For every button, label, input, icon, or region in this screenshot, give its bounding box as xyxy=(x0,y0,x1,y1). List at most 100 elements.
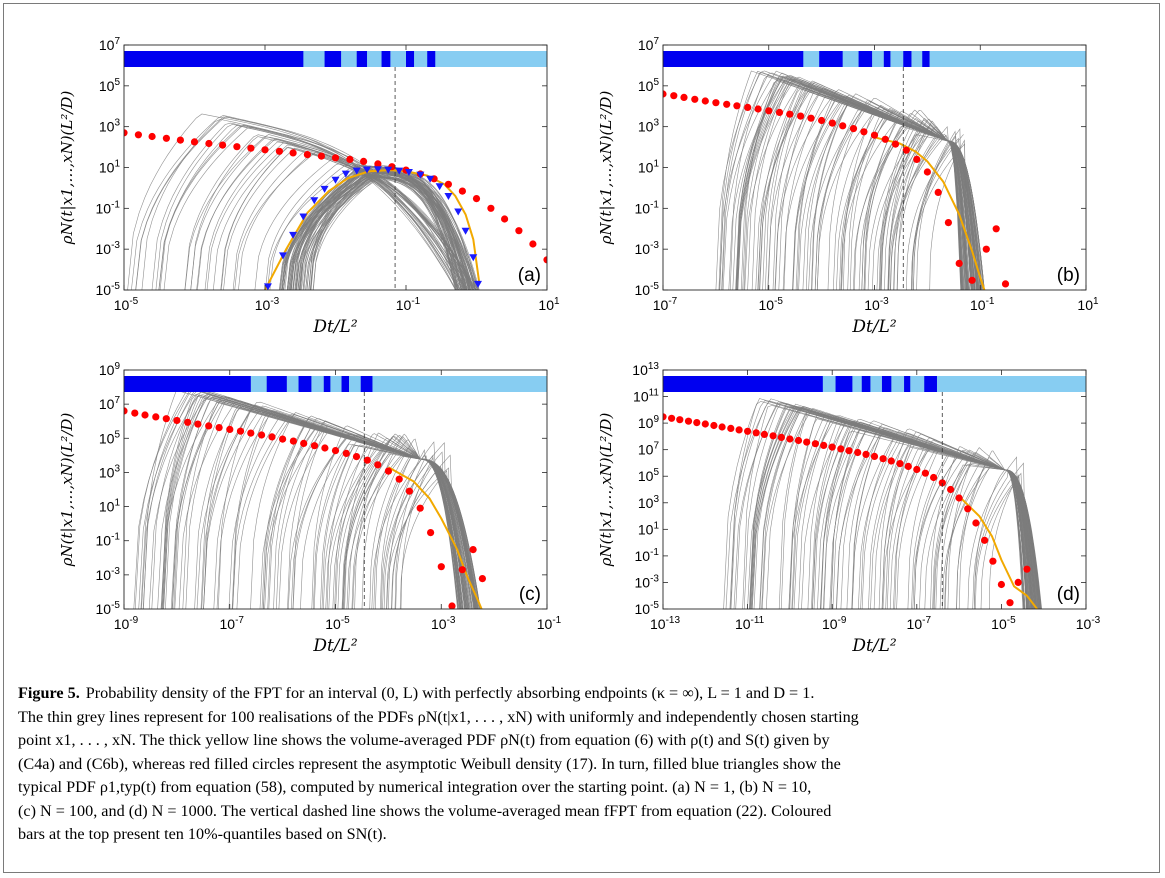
weibull-point xyxy=(923,168,932,176)
typical-pdf-point xyxy=(263,283,272,290)
x-axis-label: Dt/L² xyxy=(312,636,357,656)
grey-realisation-curve xyxy=(300,434,468,609)
weibull-point xyxy=(321,444,329,452)
y-tick-label: 10-1 xyxy=(635,547,660,564)
weibull-point xyxy=(444,180,452,188)
x-tick-label: 10-9 xyxy=(114,615,139,632)
weibull-point xyxy=(478,575,486,583)
weibull-point xyxy=(786,110,794,118)
weibull-point xyxy=(352,453,361,461)
grey-realisation-curve xyxy=(263,423,477,609)
x-tick-label: 10-5 xyxy=(114,296,139,313)
weibull-point xyxy=(261,146,269,154)
grey-realisation-curve xyxy=(833,104,984,290)
quantile-bar-segment xyxy=(858,51,873,67)
grey-realisation-curve xyxy=(911,143,975,290)
weibull-point xyxy=(992,225,1000,233)
weibull-point xyxy=(968,276,976,284)
grey-realisation-curve xyxy=(354,435,463,609)
weibull-point xyxy=(723,100,731,108)
weibull-point xyxy=(944,219,953,227)
weibull-point xyxy=(300,439,308,447)
weibull-point xyxy=(854,448,862,457)
weibull-point xyxy=(134,131,142,139)
weibull-point xyxy=(310,442,319,450)
y-tick-label: 101 xyxy=(99,498,121,515)
weibull-point xyxy=(684,417,693,425)
x-tick-label: 10-3 xyxy=(255,296,280,313)
quantile-bar-segment xyxy=(124,51,304,67)
typical-pdf-point xyxy=(331,176,340,184)
volume-averaged-pdf-line xyxy=(958,495,1039,609)
x-tick-label: 101 xyxy=(538,296,560,313)
grey-realisation-curve xyxy=(975,472,1038,609)
typical-pdf-point xyxy=(320,185,329,193)
weibull-point xyxy=(275,147,283,155)
y-axis-label: ρN(t|x1,…,xN)(L²/D) xyxy=(597,413,615,568)
grey-realisation-curve xyxy=(854,120,968,290)
y-tick-label: 103 xyxy=(99,463,121,480)
weibull-point xyxy=(289,149,297,157)
weibull-point xyxy=(152,413,160,421)
y-tick-label: 101 xyxy=(638,520,660,537)
typical-pdf-point xyxy=(278,252,287,260)
grey-realisation-curve xyxy=(184,134,464,290)
weibull-point xyxy=(405,487,413,495)
weibull-point xyxy=(247,144,255,152)
y-tick-label: 109 xyxy=(638,414,660,431)
grey-realisation-curve xyxy=(801,422,1026,609)
weibull-point xyxy=(765,107,773,115)
quantile-bar-segment xyxy=(904,376,911,392)
quantile-bar-segment xyxy=(663,51,804,67)
grey-realisation-curve xyxy=(273,426,459,609)
weibull-point xyxy=(887,457,895,465)
y-tick-label: 10-5 xyxy=(635,281,660,298)
weibull-point xyxy=(701,97,709,105)
grey-realisation-curve xyxy=(221,147,468,290)
y-tick-label: 10-5 xyxy=(96,600,121,617)
quantile-bar-segment xyxy=(406,51,415,67)
quantile-bar-segment xyxy=(903,51,912,67)
weibull-point xyxy=(693,419,701,427)
weibull-point xyxy=(981,536,989,544)
typical-pdf-point xyxy=(395,167,404,175)
weibull-point xyxy=(930,473,938,482)
quantile-bar-segment xyxy=(298,376,312,392)
weibull-point xyxy=(205,422,213,430)
panel-label: (b) xyxy=(1057,265,1080,286)
y-tick-label: 10-3 xyxy=(96,240,121,257)
weibull-point xyxy=(839,122,847,130)
x-tick-label: 10-9 xyxy=(822,615,847,632)
weibull-point xyxy=(190,138,199,146)
y-tick-label: 103 xyxy=(99,118,121,135)
x-tick-label: 101 xyxy=(1077,296,1099,313)
quantile-bar-segment xyxy=(341,376,349,392)
y-tick-label: 105 xyxy=(99,429,121,446)
y-tick-label: 103 xyxy=(638,494,660,511)
x-tick-label: 10-5 xyxy=(991,615,1016,632)
weibull-point xyxy=(176,136,184,144)
caption-line-3: point x1, . . . , xN. The thick yellow l… xyxy=(18,731,830,749)
quantile-bar-segment xyxy=(663,376,823,392)
y-tick-label: 1013 xyxy=(632,361,659,378)
weibull-point xyxy=(472,195,481,203)
caption-line-1: Figure 5. Probability density of the FPT … xyxy=(18,684,815,702)
figure-caption: Figure 5. Probability density of the FPT … xyxy=(18,682,1153,847)
weibull-point xyxy=(205,139,213,148)
x-axis-label: Dt/L² xyxy=(312,317,357,337)
weibull-point xyxy=(955,259,963,267)
grey-realisation-curve xyxy=(913,139,969,290)
weibull-point xyxy=(727,424,735,432)
y-tick-label: 10-3 xyxy=(96,566,121,583)
y-tick-label: 1011 xyxy=(633,388,659,405)
weibull-point xyxy=(233,143,241,151)
weibull-point xyxy=(289,437,297,445)
weibull-point xyxy=(458,566,466,574)
weibull-point xyxy=(775,108,784,116)
weibull-point xyxy=(701,420,709,428)
weibull-point xyxy=(786,435,794,443)
weibull-point xyxy=(194,420,202,428)
grey-realisation-curve xyxy=(216,410,478,609)
typical-pdf-point xyxy=(352,167,361,175)
weibull-point xyxy=(1001,280,1010,288)
